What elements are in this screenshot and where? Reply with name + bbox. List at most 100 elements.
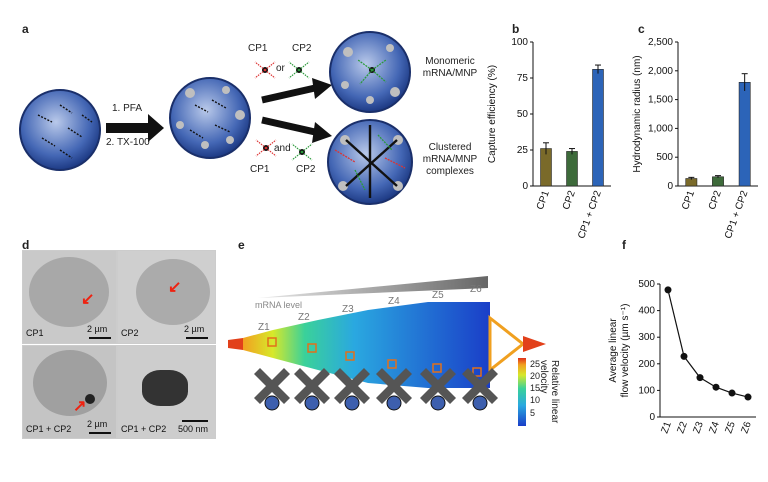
y-axis-label-line1: Average linear <box>608 318 619 383</box>
bead-cell-1 <box>19 89 101 171</box>
cp2-bottom-label: CP2 <box>296 164 316 175</box>
scale-bar <box>89 432 111 434</box>
scale-bar <box>186 337 208 339</box>
monomeric-label: Monomeric mRNA/MNP <box>420 56 480 80</box>
mrna-level-label: mRNA level <box>255 300 303 310</box>
colorbar-label-line2: velocity <box>538 360 549 394</box>
y-tick-label: 500 <box>638 279 655 290</box>
colorbar-tick-label: 25 <box>530 359 541 369</box>
bar <box>592 69 604 187</box>
y-tick-label: 1,000 <box>648 123 673 134</box>
panel-e-device <box>228 276 546 426</box>
bead-monomeric <box>329 31 411 113</box>
arrow-clustered <box>261 116 332 143</box>
cp1-probe-icon-top <box>254 61 276 79</box>
y-tick-label: 25 <box>517 145 529 156</box>
velocity-colorbar <box>518 358 526 426</box>
clustered-label-line3: complexes <box>426 166 474 177</box>
panel-label-e: e <box>238 238 245 252</box>
and-label: and <box>274 143 291 154</box>
clustered-label-line1: Clustered <box>428 142 472 153</box>
x-tick-label: CP2 <box>707 189 724 211</box>
panel-label-b: b <box>512 22 520 36</box>
cp1-bottom-label: CP1 <box>250 164 270 175</box>
colorbar-tick-label: 10 <box>530 395 541 405</box>
em-cp1-scale: 2 µm <box>87 324 108 334</box>
clustered-label-line2: mRNA/MNP <box>422 154 478 165</box>
captured-bead-icons <box>264 395 488 411</box>
y-tick-label: 500 <box>656 152 673 163</box>
em-cp2-label: CP2 <box>121 328 139 338</box>
zone-label: Z3 <box>342 304 354 315</box>
red-arrow-icon: ↙ <box>168 279 182 296</box>
y-tick-label: 400 <box>638 306 655 317</box>
x-tick-label: Z5 <box>723 420 737 435</box>
step-1-label: 1. PFA <box>112 103 143 114</box>
cp1-probe-icon-bottom <box>255 139 277 157</box>
em-cp2-scale: 2 µm <box>184 324 205 334</box>
zone-label: Z6 <box>470 284 482 295</box>
capture-post-icons <box>254 368 498 404</box>
y-tick-label: 0 <box>649 412 655 423</box>
cp2-probe-icon-bottom <box>291 143 313 161</box>
panel-label-a: a <box>22 22 29 36</box>
x-tick-label: CP2 <box>561 189 578 211</box>
data-point <box>712 383 720 391</box>
em-cp1-cp2-scale: 2 µm <box>87 419 108 429</box>
scale-bar <box>182 420 208 422</box>
y-tick-label: 0 <box>522 181 528 192</box>
zone-label: Z5 <box>432 290 444 301</box>
panel-label-d: d <box>22 238 30 252</box>
y-axis-label-line2: flow velocity (µm s⁻¹) <box>620 304 631 398</box>
bar <box>738 82 751 187</box>
cp2-top-label: CP2 <box>292 43 312 54</box>
data-point <box>696 374 704 382</box>
y-tick-label: 200 <box>638 359 655 370</box>
y-tick-label: 300 <box>638 332 655 343</box>
panel-label-f: f <box>622 238 626 252</box>
step-2-label: 2. TX-100 <box>106 137 150 148</box>
em-zoom-label: CP1 + CP2 <box>121 424 167 434</box>
colorbar-tick-label: 15 <box>530 383 541 393</box>
cp1-top-label: CP1 <box>248 43 268 54</box>
colorbar-tick-label: 20 <box>530 371 541 381</box>
data-point <box>728 389 736 397</box>
em-image-cp1-cp2-zoom: CP1 + CP2 500 nm <box>117 345 216 439</box>
em-image-cp1-cp2: ↗ CP1 + CP2 2 µm <box>22 345 117 439</box>
y-tick-label: 100 <box>511 37 528 48</box>
em-cp1-cp2-label: CP1 + CP2 <box>26 424 72 434</box>
y-axis-label: Average linearflow velocity (µm s⁻¹) <box>608 304 631 398</box>
monomeric-label-line2: mRNA/MNP <box>422 68 478 79</box>
x-tick-label: CP1 + CP2 <box>576 189 604 240</box>
y-tick-label: 100 <box>638 385 655 396</box>
y-tick-label: 2,000 <box>648 66 673 77</box>
monomeric-label-line1: Monomeric <box>425 56 475 67</box>
x-tick-label: CP1 <box>535 189 552 211</box>
panel-a-schematic <box>19 31 413 205</box>
y-tick-label: 50 <box>517 109 529 120</box>
bead-clustered <box>327 119 413 205</box>
x-tick-label: CP1 + CP2 <box>723 189 751 240</box>
y-tick-label: 0 <box>667 181 673 192</box>
data-point <box>680 352 688 360</box>
arrow-step-1 <box>106 114 164 142</box>
chart-f-flow-velocity: 0 100 200 300 400 500 Z1 Z2 Z3 Z4 Z5 Z6 Average line… <box>608 279 756 435</box>
or-label: or <box>276 63 285 74</box>
colorbar-tick-label: 5 <box>530 408 536 418</box>
red-arrow-icon: ↙ <box>81 291 95 308</box>
y-axis-label: Hydrodynamic radius (nm) <box>632 55 643 172</box>
bar <box>712 176 724 187</box>
chart-c-hydrodynamic-radius: 0 500 1,000 1,500 2,000 2,500 CP1 CP2 CP1 + CP2 H… <box>632 37 758 240</box>
clustered-label: Clustered mRNA/MNP complexes <box>418 142 482 178</box>
em-image-cp1: ↙ CP1 2 µm <box>22 250 117 344</box>
x-tick-label: Z1 <box>659 420 673 435</box>
zone-label: Z1 <box>258 322 270 333</box>
x-tick-label: Z2 <box>675 420 689 435</box>
em-cp1-label: CP1 <box>26 328 44 338</box>
y-tick-label: 2,500 <box>648 37 673 48</box>
em-zoom-scale: 500 nm <box>178 424 209 434</box>
y-tick-label: 75 <box>517 73 529 84</box>
panel-label-c: c <box>638 22 645 36</box>
red-arrow-icon: ↗ <box>73 398 87 415</box>
